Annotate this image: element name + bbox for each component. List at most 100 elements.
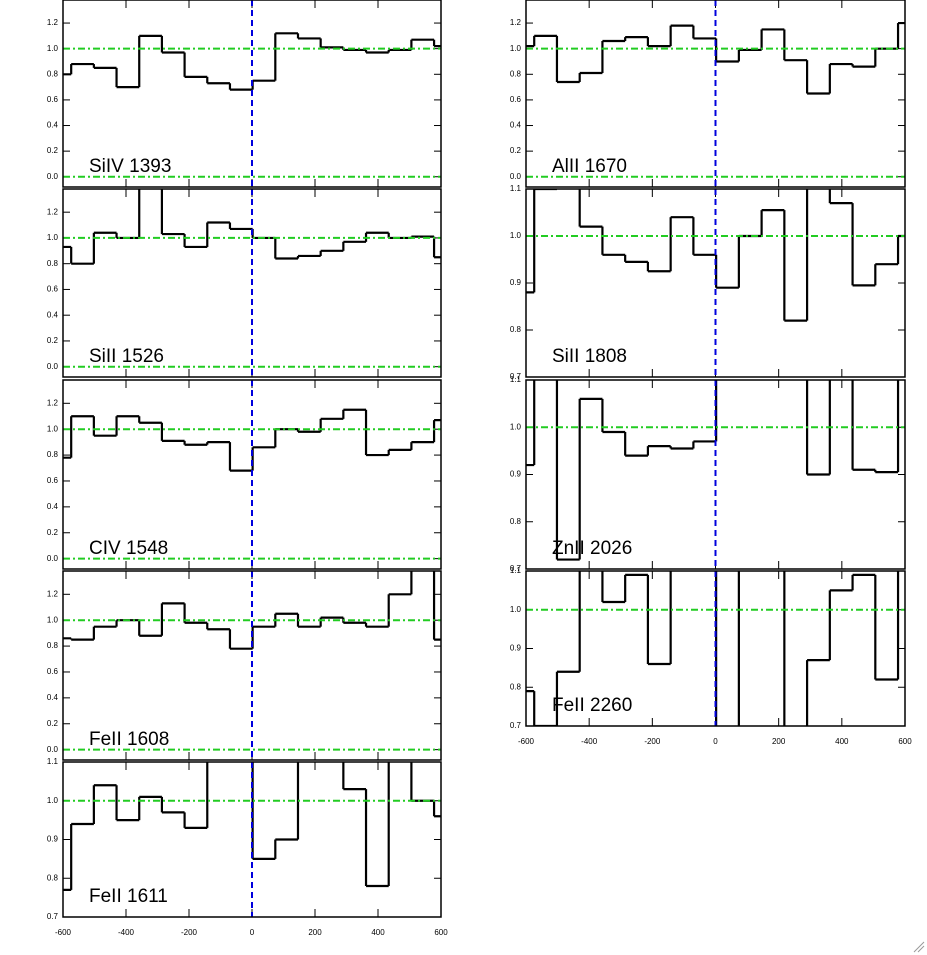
panel-label: AlII 1670 (552, 156, 627, 177)
frame (525, 188, 906, 378)
frame (62, 0, 442, 188)
y-tick-label: 1.0 (47, 424, 59, 433)
y-tick-label: 0.2 (47, 336, 59, 345)
panel: 0.0 0.2 0.4 0.6 0.8 1.0 1.2 SiIV 1393 (47, 0, 442, 188)
y-tick-label: 0.8 (47, 641, 59, 650)
panel-label: CIV 1548 (89, 538, 168, 559)
y-tick-label: 1.2 (47, 398, 59, 407)
x-tick-label: 400 (371, 928, 385, 937)
y-tick-label: 0.6 (47, 95, 59, 104)
y-tick-label: 0.8 (47, 450, 59, 459)
y-tick-label: 0.8 (47, 873, 59, 882)
y-tick-label: 0.2 (47, 719, 59, 728)
y-tick-label: 0.0 (510, 172, 522, 181)
y-tick-label: 0.4 (47, 310, 59, 319)
y-tick-label: 1.2 (510, 18, 522, 27)
x-tick-label: 600 (434, 928, 448, 937)
frame (525, 0, 906, 188)
y-tick-label: 0.6 (47, 285, 59, 294)
y-tick-label: 0.2 (47, 528, 59, 537)
frame (62, 379, 442, 570)
frame (525, 570, 906, 727)
y-tick-label: 1.0 (510, 422, 522, 431)
y-tick-label: 1.0 (47, 796, 59, 805)
x-tick-label: 400 (835, 737, 849, 746)
x-tick-label: 600 (898, 737, 912, 746)
y-tick-label: 1.0 (47, 44, 59, 53)
y-tick-label: 0.7 (47, 912, 59, 921)
x-tick-label: -400 (581, 737, 598, 746)
y-tick-label: 0.4 (47, 502, 59, 511)
panel: 0.7 0.8 0.9 1.0 1.1 SiII 1808 (510, 184, 906, 381)
frame (62, 188, 442, 378)
y-tick-label: 0.9 (47, 835, 59, 844)
y-tick-label: 1.1 (510, 184, 522, 193)
y-tick-label: 1.1 (47, 757, 59, 766)
y-tick-label: 0.8 (510, 682, 522, 691)
y-tick-label: 0.4 (47, 693, 59, 702)
resize-grip (913, 941, 925, 953)
y-tick-label: 0.6 (47, 476, 59, 485)
frame (62, 761, 442, 918)
y-tick-label: 1.0 (510, 44, 522, 53)
panel-label: SiIV 1393 (89, 156, 171, 177)
step-line (63, 408, 441, 472)
y-tick-label: 1.0 (510, 231, 522, 240)
x-tick-label: -600 (518, 737, 535, 746)
y-tick-label: 1.2 (47, 207, 59, 216)
y-tick-label: 0.0 (47, 172, 59, 181)
y-tick-label: 0.6 (510, 95, 522, 104)
y-tick-label: 0.7 (510, 721, 522, 730)
x-tick-label: 0 (713, 737, 718, 746)
step-line (526, 21, 905, 95)
x-tick-label: -200 (181, 928, 198, 937)
y-tick-label: 0.8 (510, 517, 522, 526)
panel: 0.0 0.2 0.4 0.6 0.8 1.0 1.2 FeII 1608 (47, 570, 442, 761)
step-line (63, 762, 441, 891)
panel: 0.7 0.8 0.9 1.0 1.1 -600 -400 -200 0 200 400 600 FeI… (47, 757, 448, 937)
y-tick-label: 0.2 (510, 146, 522, 155)
y-tick-label: 0.9 (510, 470, 522, 479)
y-tick-label: 1.0 (47, 233, 59, 242)
y-tick-label: 0.8 (47, 69, 59, 78)
panel-label: ZnII 2026 (552, 538, 632, 559)
y-tick-label: 1.2 (47, 589, 59, 598)
step-line (63, 571, 441, 650)
y-tick-label: 0.4 (47, 121, 59, 130)
step-line (526, 380, 900, 561)
x-tick-label: 0 (250, 928, 255, 937)
y-tick-label: 0.9 (510, 278, 522, 287)
x-tick-label: 200 (308, 928, 322, 937)
y-tick-label: 0.8 (510, 325, 522, 334)
panel: 0.7 0.8 0.9 1.0 1.1 -600 -400 -200 0 200 400 600 FeI… (510, 566, 912, 746)
y-tick-label: 0.8 (47, 259, 59, 268)
y-tick-label: 0.0 (47, 745, 59, 754)
y-tick-label: 0.4 (510, 121, 522, 130)
panel: 0.7 0.8 0.9 1.0 1.1 ZnII 2026 (510, 375, 906, 573)
y-tick-label: 0.7 (510, 372, 522, 381)
x-tick-label: -600 (55, 928, 72, 937)
y-tick-label: 0.8 (510, 69, 522, 78)
y-tick-label: 0.2 (47, 146, 59, 155)
frame (525, 379, 906, 570)
y-tick-label: 0.7 (510, 564, 522, 573)
y-tick-label: 1.0 (47, 615, 59, 624)
y-tick-label: 0.0 (47, 362, 59, 371)
y-tick-label: 0.0 (47, 554, 59, 563)
frame (62, 570, 442, 761)
panel-label: FeII 1608 (89, 729, 169, 750)
y-tick-label: 1.0 (510, 605, 522, 614)
y-tick-label: 0.6 (47, 667, 59, 676)
panel: 0.0 0.2 0.4 0.6 0.8 1.0 1.2 SiII 1526 (47, 188, 442, 378)
y-tick-label: 1.1 (510, 375, 522, 384)
panel-label: SiII 1808 (552, 346, 627, 367)
panel-label: FeII 2260 (552, 695, 632, 716)
panel-label: FeII 1611 (89, 886, 168, 907)
panel: 0.0 0.2 0.4 0.6 0.8 1.0 1.2 CIV 1548 (47, 379, 442, 570)
panel: 0.0 0.2 0.4 0.6 0.8 1.0 1.2 AlII 1670 (510, 0, 906, 188)
x-tick-label: -400 (118, 928, 135, 937)
x-tick-label: 200 (772, 737, 786, 746)
y-tick-label: 0.9 (510, 644, 522, 653)
y-tick-label: 1.1 (510, 566, 522, 575)
